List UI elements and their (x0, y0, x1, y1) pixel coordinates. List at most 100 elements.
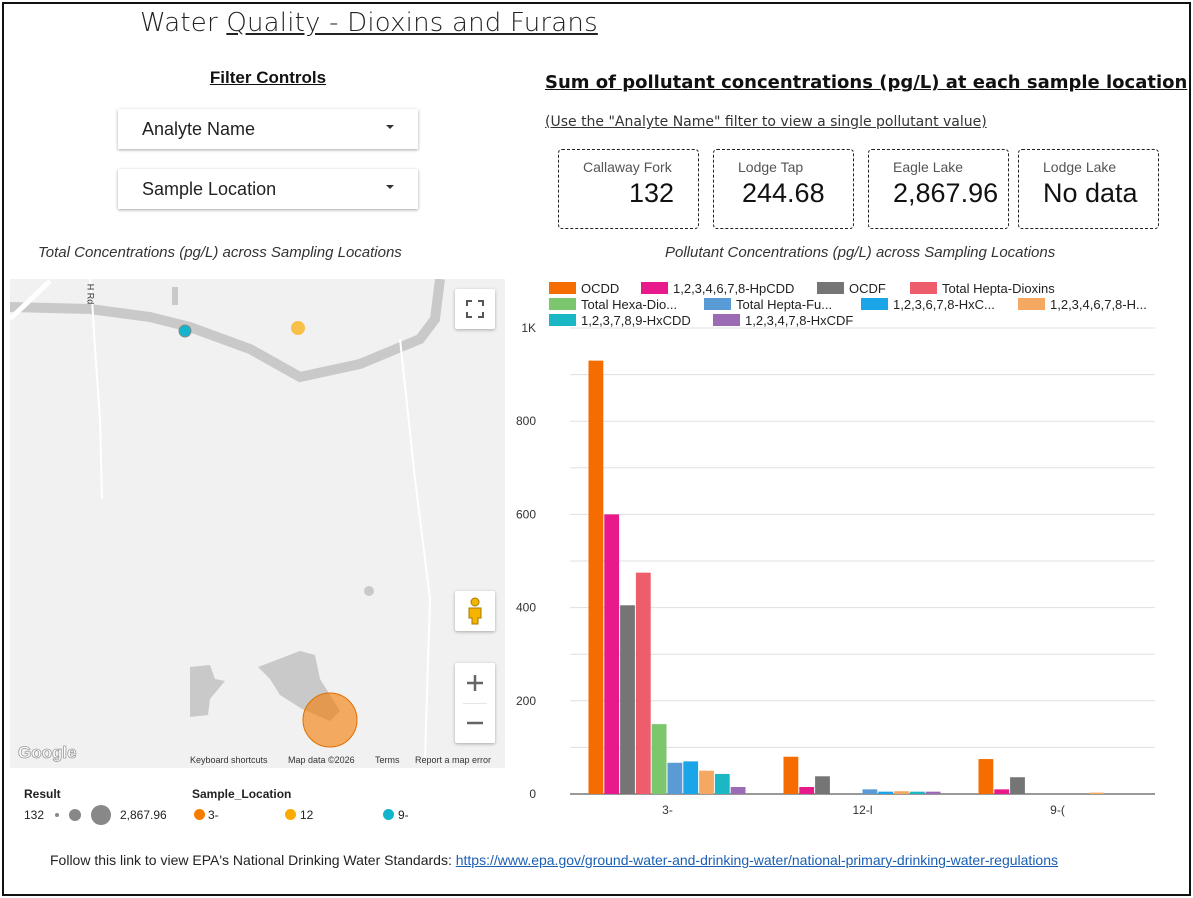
summary-subheading: (Use the "Analyte Name" filter to view a… (545, 114, 987, 130)
location-legend-title: Sample_Location (192, 787, 292, 801)
bar[interactable] (783, 756, 799, 794)
bar[interactable] (667, 762, 683, 794)
map-caption: Total Concentrations (pg/L) across Sampl… (38, 244, 402, 261)
location-marker-9[interactable] (178, 324, 192, 338)
map-canvas[interactable] (10, 279, 505, 768)
chart-svg: OCDD 1,2,3,4,6,7,8-HpCDD OCDF Total Hepta-D… (516, 281, 1155, 817)
bar[interactable] (604, 514, 620, 794)
bar[interactable] (815, 776, 830, 794)
scorecard-label: Eagle Lake (893, 159, 964, 175)
zoom-in-button[interactable] (455, 663, 495, 703)
legend-swatch (1018, 298, 1045, 310)
analyte-name-dropdown[interactable]: Analyte Name (118, 109, 418, 149)
bar[interactable] (620, 605, 635, 794)
location-map[interactable]: H Rd Google Keyboard shortcuts Map data … (10, 279, 505, 768)
pollutant-bar-chart: OCDD 1,2,3,4,6,7,8-HpCDD OCDF Total Hepta-D… (515, 270, 1165, 830)
google-logo: Google (18, 743, 77, 763)
legend-label: 1,2,3,7,8,9-HxCDD (581, 313, 691, 328)
legend-swatch (549, 314, 576, 326)
bar[interactable] (894, 791, 909, 794)
bar[interactable] (730, 787, 746, 794)
fullscreen-icon (466, 300, 484, 318)
river-shape (10, 279, 445, 383)
legend-swatch-icon (383, 809, 394, 820)
location-legend-label: 3- (208, 808, 219, 822)
bar[interactable] (714, 773, 730, 794)
y-tick-label: 400 (516, 601, 536, 615)
bar[interactable] (635, 572, 651, 794)
summary-heading: Sum of pollutant concentrations (pg/L) a… (545, 72, 1188, 93)
legend-label: 1,2,3,4,6,7,8-H... (1050, 297, 1147, 312)
legend-swatch-icon (285, 809, 296, 820)
legend-label: OCDD (581, 281, 619, 296)
y-tick-label: 600 (516, 507, 536, 521)
location-marker-12[interactable] (291, 321, 305, 335)
road-shape (399, 338, 432, 760)
sample-location-dropdown[interactable]: Sample Location (118, 169, 418, 209)
y-tick-label: 1K (521, 321, 536, 335)
x-tick-label: 12-l (852, 803, 872, 817)
scorecard-eagle-lake: Eagle Lake 2,867.96 (868, 149, 1009, 229)
bar[interactable] (799, 787, 815, 794)
bar[interactable] (978, 759, 994, 794)
terms-link[interactable]: Terms (375, 755, 400, 765)
lake-shape (190, 665, 225, 717)
scorecard-lodge-lake: Lodge Lake No data (1018, 149, 1159, 229)
scorecard-label: Callaway Fork (583, 159, 672, 175)
scorecard-callaway-fork: Callaway Fork 132 (558, 149, 699, 229)
filter-controls-heading: Filter Controls (209, 68, 327, 87)
legend-label: 1,2,3,4,7,8-HxCDF (745, 313, 853, 328)
legend-label: 1,2,3,4,6,7,8-HpCDD (673, 281, 794, 296)
bar[interactable] (862, 789, 878, 794)
keyboard-shortcuts-link[interactable]: Keyboard shortcuts (190, 755, 268, 765)
report-map-error-link[interactable]: Report a map error (415, 755, 492, 765)
chevron-down-icon (386, 125, 394, 129)
legend-swatch (704, 298, 731, 310)
pegman-icon (468, 597, 482, 625)
legend-label: 1,2,3,6,7,8-HxC... (893, 297, 995, 312)
legend-swatch (549, 298, 576, 310)
location-marker-3[interactable] (302, 692, 358, 748)
bar[interactable] (651, 724, 667, 794)
scorecard-label: Lodge Lake (1043, 159, 1117, 175)
footer-text: Follow this link to view EPA's National … (50, 852, 456, 868)
bar[interactable] (588, 360, 604, 794)
y-tick-label: 0 (529, 787, 536, 801)
bar[interactable] (925, 791, 941, 794)
footer: Follow this link to view EPA's National … (50, 852, 1058, 868)
bar[interactable] (683, 761, 699, 794)
zoom-controls (455, 663, 495, 743)
plus-icon (467, 675, 483, 691)
road-shape (10, 279, 52, 321)
zoom-out-button[interactable] (455, 703, 495, 743)
bar[interactable] (1089, 792, 1104, 794)
legend-label: Total Hexa-Dio... (581, 297, 677, 312)
scorecard-value: No data (1043, 178, 1138, 208)
epa-standards-link[interactable]: https://www.epa.gov/ground-water-and-dri… (455, 852, 1059, 868)
street-view-button[interactable] (455, 591, 495, 631)
y-tick-label: 800 (516, 414, 536, 428)
size-large-icon (91, 805, 111, 825)
y-tick-label: 200 (516, 694, 536, 708)
chart-caption: Pollutant Concentrations (pg/L) across S… (665, 244, 1056, 261)
scorecard-lodge-tap: Lodge Tap 244.68 (713, 149, 854, 229)
title-plain: Water (140, 8, 227, 38)
sample-location-label: Sample Location (142, 178, 277, 199)
location-legend-label: 9- (398, 808, 409, 822)
fullscreen-button[interactable] (455, 289, 495, 329)
scorecard-value: 132 (628, 178, 674, 208)
page-title: Water Quality - Dioxins and Furans (140, 8, 598, 38)
bar[interactable] (1010, 777, 1025, 794)
bar[interactable] (878, 791, 894, 794)
x-tick-label: 3- (662, 803, 673, 817)
map-data-attribution: Map data ©2026 (288, 755, 355, 765)
bar[interactable] (909, 791, 925, 794)
result-legend-title: Result (24, 787, 61, 801)
legend-label: Total Hepta-Dioxins (942, 281, 1055, 296)
bar[interactable] (994, 789, 1010, 794)
pond-shape (364, 586, 374, 596)
location-legend-label: 12 (300, 808, 314, 822)
bar[interactable] (699, 770, 714, 794)
legend-swatch (641, 282, 668, 294)
legend-label: Total Hepta-Fu... (736, 297, 832, 312)
